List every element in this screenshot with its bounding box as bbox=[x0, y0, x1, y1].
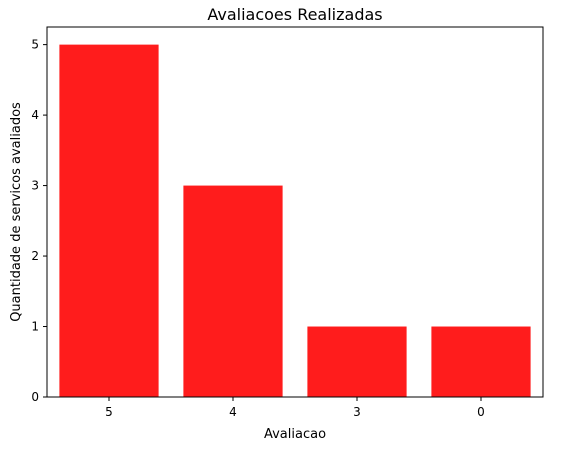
bar-0 bbox=[431, 326, 531, 397]
bar-4 bbox=[183, 185, 283, 397]
y-tick-label: 1 bbox=[31, 320, 39, 334]
plot-frame bbox=[46, 26, 544, 398]
y-tick-label: 3 bbox=[31, 179, 39, 193]
x-tick-label: 3 bbox=[353, 405, 361, 419]
y-tick-label: 0 bbox=[31, 390, 39, 404]
x-axis: 5 4 3 0 bbox=[105, 397, 485, 419]
y-tick-label: 2 bbox=[31, 249, 39, 263]
x-axis-label: Avaliacao bbox=[264, 427, 326, 442]
y-axis: 0 1 2 3 4 5 bbox=[31, 38, 47, 404]
y-axis-label: Quantidade de servicos avaliados bbox=[9, 102, 24, 322]
bar-5 bbox=[59, 44, 159, 397]
x-tick-label: 4 bbox=[229, 405, 237, 419]
bar-3 bbox=[307, 326, 407, 397]
x-tick-label: 0 bbox=[477, 405, 485, 419]
chart-title: Avaliacoes Realizadas bbox=[207, 5, 382, 24]
bars-group bbox=[59, 44, 531, 397]
y-tick-label: 5 bbox=[31, 38, 39, 52]
y-tick-label: 4 bbox=[31, 108, 39, 122]
x-tick-label: 5 bbox=[105, 405, 113, 419]
